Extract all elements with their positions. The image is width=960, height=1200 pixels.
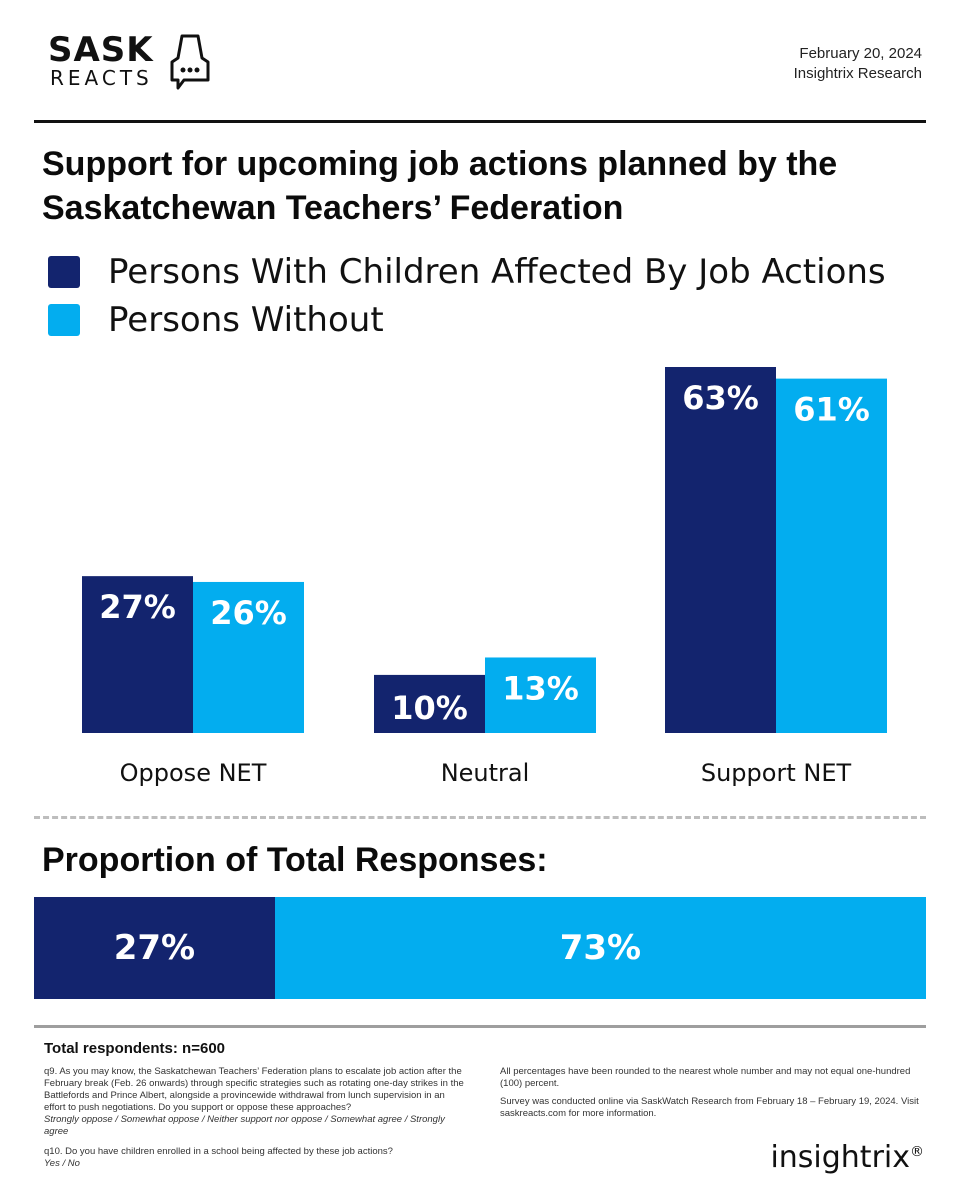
bar-value-label: 13% [502, 669, 579, 707]
top-divider [34, 120, 926, 123]
q9-options: Strongly oppose / Somewhat oppose / Neit… [44, 1114, 445, 1137]
bar-value-label: 61% [793, 391, 870, 429]
bar-with-children-neutral [374, 674, 485, 733]
method-notes: All percentages have been rounded to the… [500, 1066, 920, 1126]
legend-swatch-light [48, 304, 80, 336]
report-meta: February 20, 2024 Insightrix Research [794, 44, 922, 84]
legend: Persons With Children Affected By Job Ac… [48, 248, 886, 344]
rounding-note: All percentages have been rounded to the… [500, 1066, 911, 1089]
q10-text: q10. Do you have children enrolled in a … [44, 1146, 393, 1157]
section-divider [34, 816, 926, 819]
bar-with-children-support-net [665, 367, 776, 733]
bottom-divider [34, 1025, 926, 1028]
chart-title: Support for upcoming job actions planned… [42, 145, 838, 227]
category-label: Neutral [441, 759, 530, 787]
bar-value-label: 27% [99, 588, 176, 626]
category-label: Support NET [701, 759, 852, 787]
survey-note: Survey was conducted online via SaskWatc… [500, 1096, 919, 1119]
respondents-count: Total respondents: n=600 [44, 1040, 226, 1057]
legend-label-with-children: Persons With Children Affected By Job Ac… [108, 252, 886, 292]
proportion-title: Proportion of Total Responses: [42, 841, 548, 879]
logo-text-top: SASK [48, 30, 154, 70]
question-notes: q9. As you may know, the Saskatchewan Te… [44, 1066, 464, 1178]
logo-text-bottom: REACTS [50, 66, 153, 90]
bar-with-children-oppose-net [82, 576, 193, 733]
q9-block: q9. As you may know, the Saskatchewan Te… [44, 1066, 464, 1138]
legend-swatch-dark [48, 256, 80, 288]
bar-value-label: 26% [210, 594, 287, 632]
q9-text: q9. As you may know, the Saskatchewan Te… [44, 1066, 464, 1113]
bar-value-label: 63% [682, 379, 759, 417]
bar-without-oppose-net [193, 581, 304, 733]
report-org: Insightrix Research [793, 65, 922, 82]
bar-chart: 27% 26% Oppose NET 10% 13% Neutral 63% 61% Suppo… [82, 367, 887, 787]
brand-name: insightrix [770, 1140, 910, 1175]
legend-label-without: Persons Without [108, 300, 384, 340]
report-date: February 20, 2024 [799, 45, 922, 62]
q10-block: q10. Do you have children enrolled in a … [44, 1146, 464, 1170]
insightrix-logo: insightrix® [770, 1140, 924, 1175]
proportion-segment-with-children: 27% [34, 897, 275, 999]
bar-without-support-net [776, 378, 887, 733]
proportion-segment-without: 73% [274, 897, 926, 999]
speech-bubble-icon [170, 34, 210, 90]
saskreacts-logo: SASK REACTS [48, 32, 218, 94]
bar-value-label: 10% [391, 689, 468, 727]
bar-without-neutral [485, 657, 596, 733]
legend-item-with-children: Persons With Children Affected By Job Ac… [48, 248, 886, 296]
proportion-bar: 27% 73% [34, 897, 926, 999]
q10-options: Yes / No [44, 1158, 80, 1169]
brand-mark: ® [910, 1144, 924, 1160]
legend-item-without: Persons Without [48, 296, 886, 344]
category-label: Oppose NET [120, 759, 267, 787]
